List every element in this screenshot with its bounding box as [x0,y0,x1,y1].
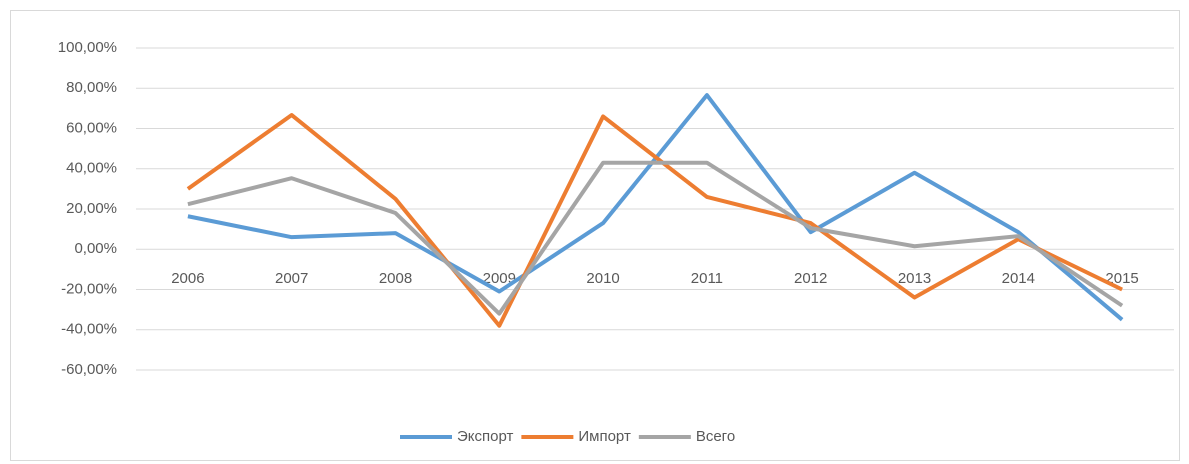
y-tick-label: 60,00% [66,119,117,136]
y-tick-label: 0,00% [74,240,117,257]
x-tick-label: 2011 [691,270,723,287]
series-line [187,160,1124,316]
x-tick-label: 2015 [1105,270,1138,287]
legend-label: Экспорт [457,428,513,445]
y-tick-label: -40,00% [61,321,117,338]
y-tick-label: -60,00% [61,361,117,378]
chart-border [10,10,1180,461]
x-tick-label: 2009 [483,270,516,287]
legend-label: Импорт [578,428,631,445]
x-tick-label: 2013 [898,270,931,287]
y-tick-label: 80,00% [66,79,117,96]
legend-label: Всего [696,428,735,445]
series-line [186,113,1123,328]
x-tick-label: 2006 [171,270,204,287]
x-tick-label: 2008 [379,270,412,287]
x-tick-label: 2010 [586,270,619,287]
x-tick-label: 2014 [1002,270,1035,287]
y-tick-label: 40,00% [66,160,117,177]
x-tick-label: 2012 [794,270,827,287]
x-tick-label: 2007 [275,270,308,287]
y-tick-label: -20,00% [61,280,117,297]
y-tick-label: 100,00% [58,39,117,56]
y-tick-label: 20,00% [66,200,117,217]
